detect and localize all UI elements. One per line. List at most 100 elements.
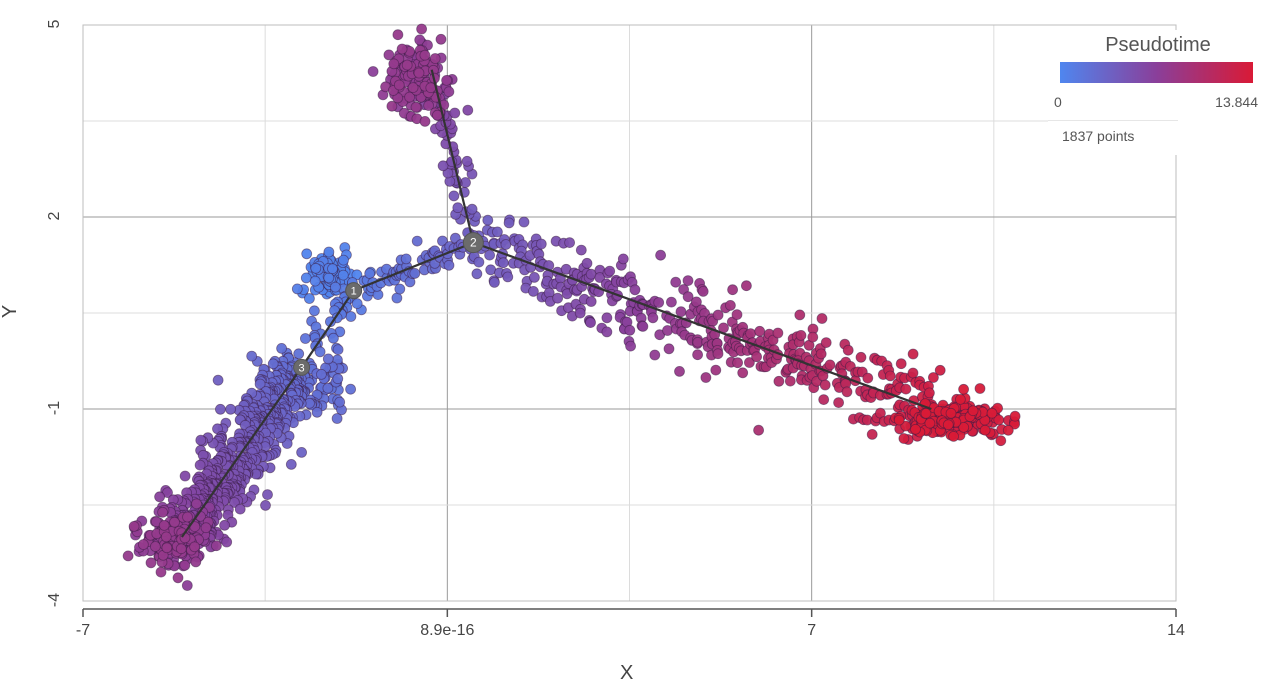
data-point bbox=[364, 268, 376, 279]
data-point bbox=[309, 275, 321, 287]
data-point bbox=[907, 367, 919, 379]
data-point bbox=[893, 414, 905, 426]
data-point bbox=[710, 364, 722, 376]
data-point bbox=[300, 272, 312, 284]
data-point bbox=[955, 393, 966, 405]
data-point bbox=[407, 82, 419, 93]
data-point bbox=[488, 276, 500, 288]
data-point bbox=[337, 269, 349, 281]
y-tick-label: -4 bbox=[46, 592, 63, 608]
data-point bbox=[401, 59, 413, 71]
data-point bbox=[820, 337, 832, 349]
legend-separator bbox=[1048, 120, 1178, 121]
data-point bbox=[535, 238, 547, 250]
data-point bbox=[773, 375, 785, 387]
data-point bbox=[924, 417, 936, 429]
trajectory-edge bbox=[472, 241, 932, 411]
trajectory-node-label: 1 bbox=[351, 286, 357, 298]
trajectory-node bbox=[462, 232, 484, 254]
data-point bbox=[928, 372, 939, 383]
data-point bbox=[900, 383, 912, 395]
data-point bbox=[967, 405, 979, 417]
legend-min-label: 0 bbox=[1054, 94, 1062, 110]
data-point bbox=[824, 359, 836, 371]
data-point bbox=[666, 296, 677, 308]
data-point bbox=[161, 542, 173, 554]
data-point bbox=[314, 346, 326, 358]
data-point bbox=[210, 540, 222, 552]
data-point bbox=[842, 344, 854, 356]
data-point bbox=[462, 104, 474, 116]
data-point bbox=[624, 324, 636, 336]
data-point bbox=[1009, 410, 1021, 422]
data-point bbox=[585, 317, 596, 329]
data-point bbox=[986, 407, 998, 419]
data-point bbox=[404, 91, 416, 103]
data-point bbox=[575, 244, 587, 256]
data-point bbox=[195, 434, 207, 446]
data-point bbox=[194, 459, 206, 471]
data-point bbox=[617, 253, 629, 265]
data-point bbox=[725, 299, 736, 311]
x-axis-title: X bbox=[620, 662, 634, 684]
data-point bbox=[818, 394, 830, 406]
point-count-label: 1837 points bbox=[1062, 128, 1135, 144]
data-point bbox=[670, 276, 682, 288]
data-point bbox=[137, 539, 149, 550]
data-point bbox=[924, 387, 935, 399]
trajectory-edge bbox=[300, 289, 355, 369]
data-point bbox=[334, 396, 346, 408]
data-point bbox=[625, 340, 636, 352]
data-point bbox=[958, 421, 970, 433]
data-point bbox=[452, 202, 464, 214]
data-point bbox=[910, 423, 921, 435]
data-point bbox=[484, 249, 496, 261]
data-point bbox=[311, 406, 323, 418]
data-point bbox=[276, 342, 288, 354]
data-point bbox=[190, 556, 202, 568]
data-point bbox=[291, 283, 303, 295]
data-point bbox=[122, 550, 134, 562]
data-point bbox=[662, 325, 673, 336]
data-point bbox=[727, 284, 738, 296]
data-point bbox=[862, 372, 874, 384]
data-point bbox=[212, 374, 224, 386]
data-point bbox=[833, 397, 844, 409]
trajectory-graph: 1 2 3 bbox=[180, 69, 932, 538]
data-point bbox=[675, 306, 687, 318]
data-point bbox=[466, 203, 478, 215]
data-point bbox=[574, 307, 586, 319]
data-point bbox=[920, 407, 932, 419]
data-point bbox=[392, 29, 404, 41]
data-point bbox=[383, 49, 395, 61]
data-point bbox=[154, 491, 166, 503]
data-point bbox=[411, 235, 423, 247]
y-tick-label: 5 bbox=[46, 19, 63, 29]
data-point bbox=[246, 350, 258, 362]
data-point bbox=[629, 284, 641, 296]
trajectory-node bbox=[293, 358, 311, 376]
data-point bbox=[331, 413, 343, 424]
y-tick-label: 2 bbox=[46, 211, 63, 221]
data-point bbox=[191, 498, 202, 510]
data-point bbox=[437, 160, 449, 172]
data-point bbox=[895, 358, 907, 370]
data-point bbox=[461, 155, 473, 167]
data-point bbox=[338, 254, 349, 266]
data-point bbox=[301, 248, 313, 260]
data-point bbox=[751, 351, 762, 363]
data-point bbox=[128, 521, 140, 532]
data-point bbox=[502, 271, 514, 283]
data-point bbox=[179, 559, 191, 571]
data-point bbox=[692, 349, 703, 361]
x-tick-label: 14 bbox=[1167, 622, 1185, 639]
data-point bbox=[604, 265, 616, 277]
data-point bbox=[323, 246, 335, 258]
data-point bbox=[448, 190, 460, 202]
data-point bbox=[149, 541, 161, 552]
data-point bbox=[503, 217, 515, 229]
data-point bbox=[674, 365, 685, 377]
legend-title: Pseudotime bbox=[1105, 34, 1211, 56]
data-point bbox=[182, 511, 193, 523]
